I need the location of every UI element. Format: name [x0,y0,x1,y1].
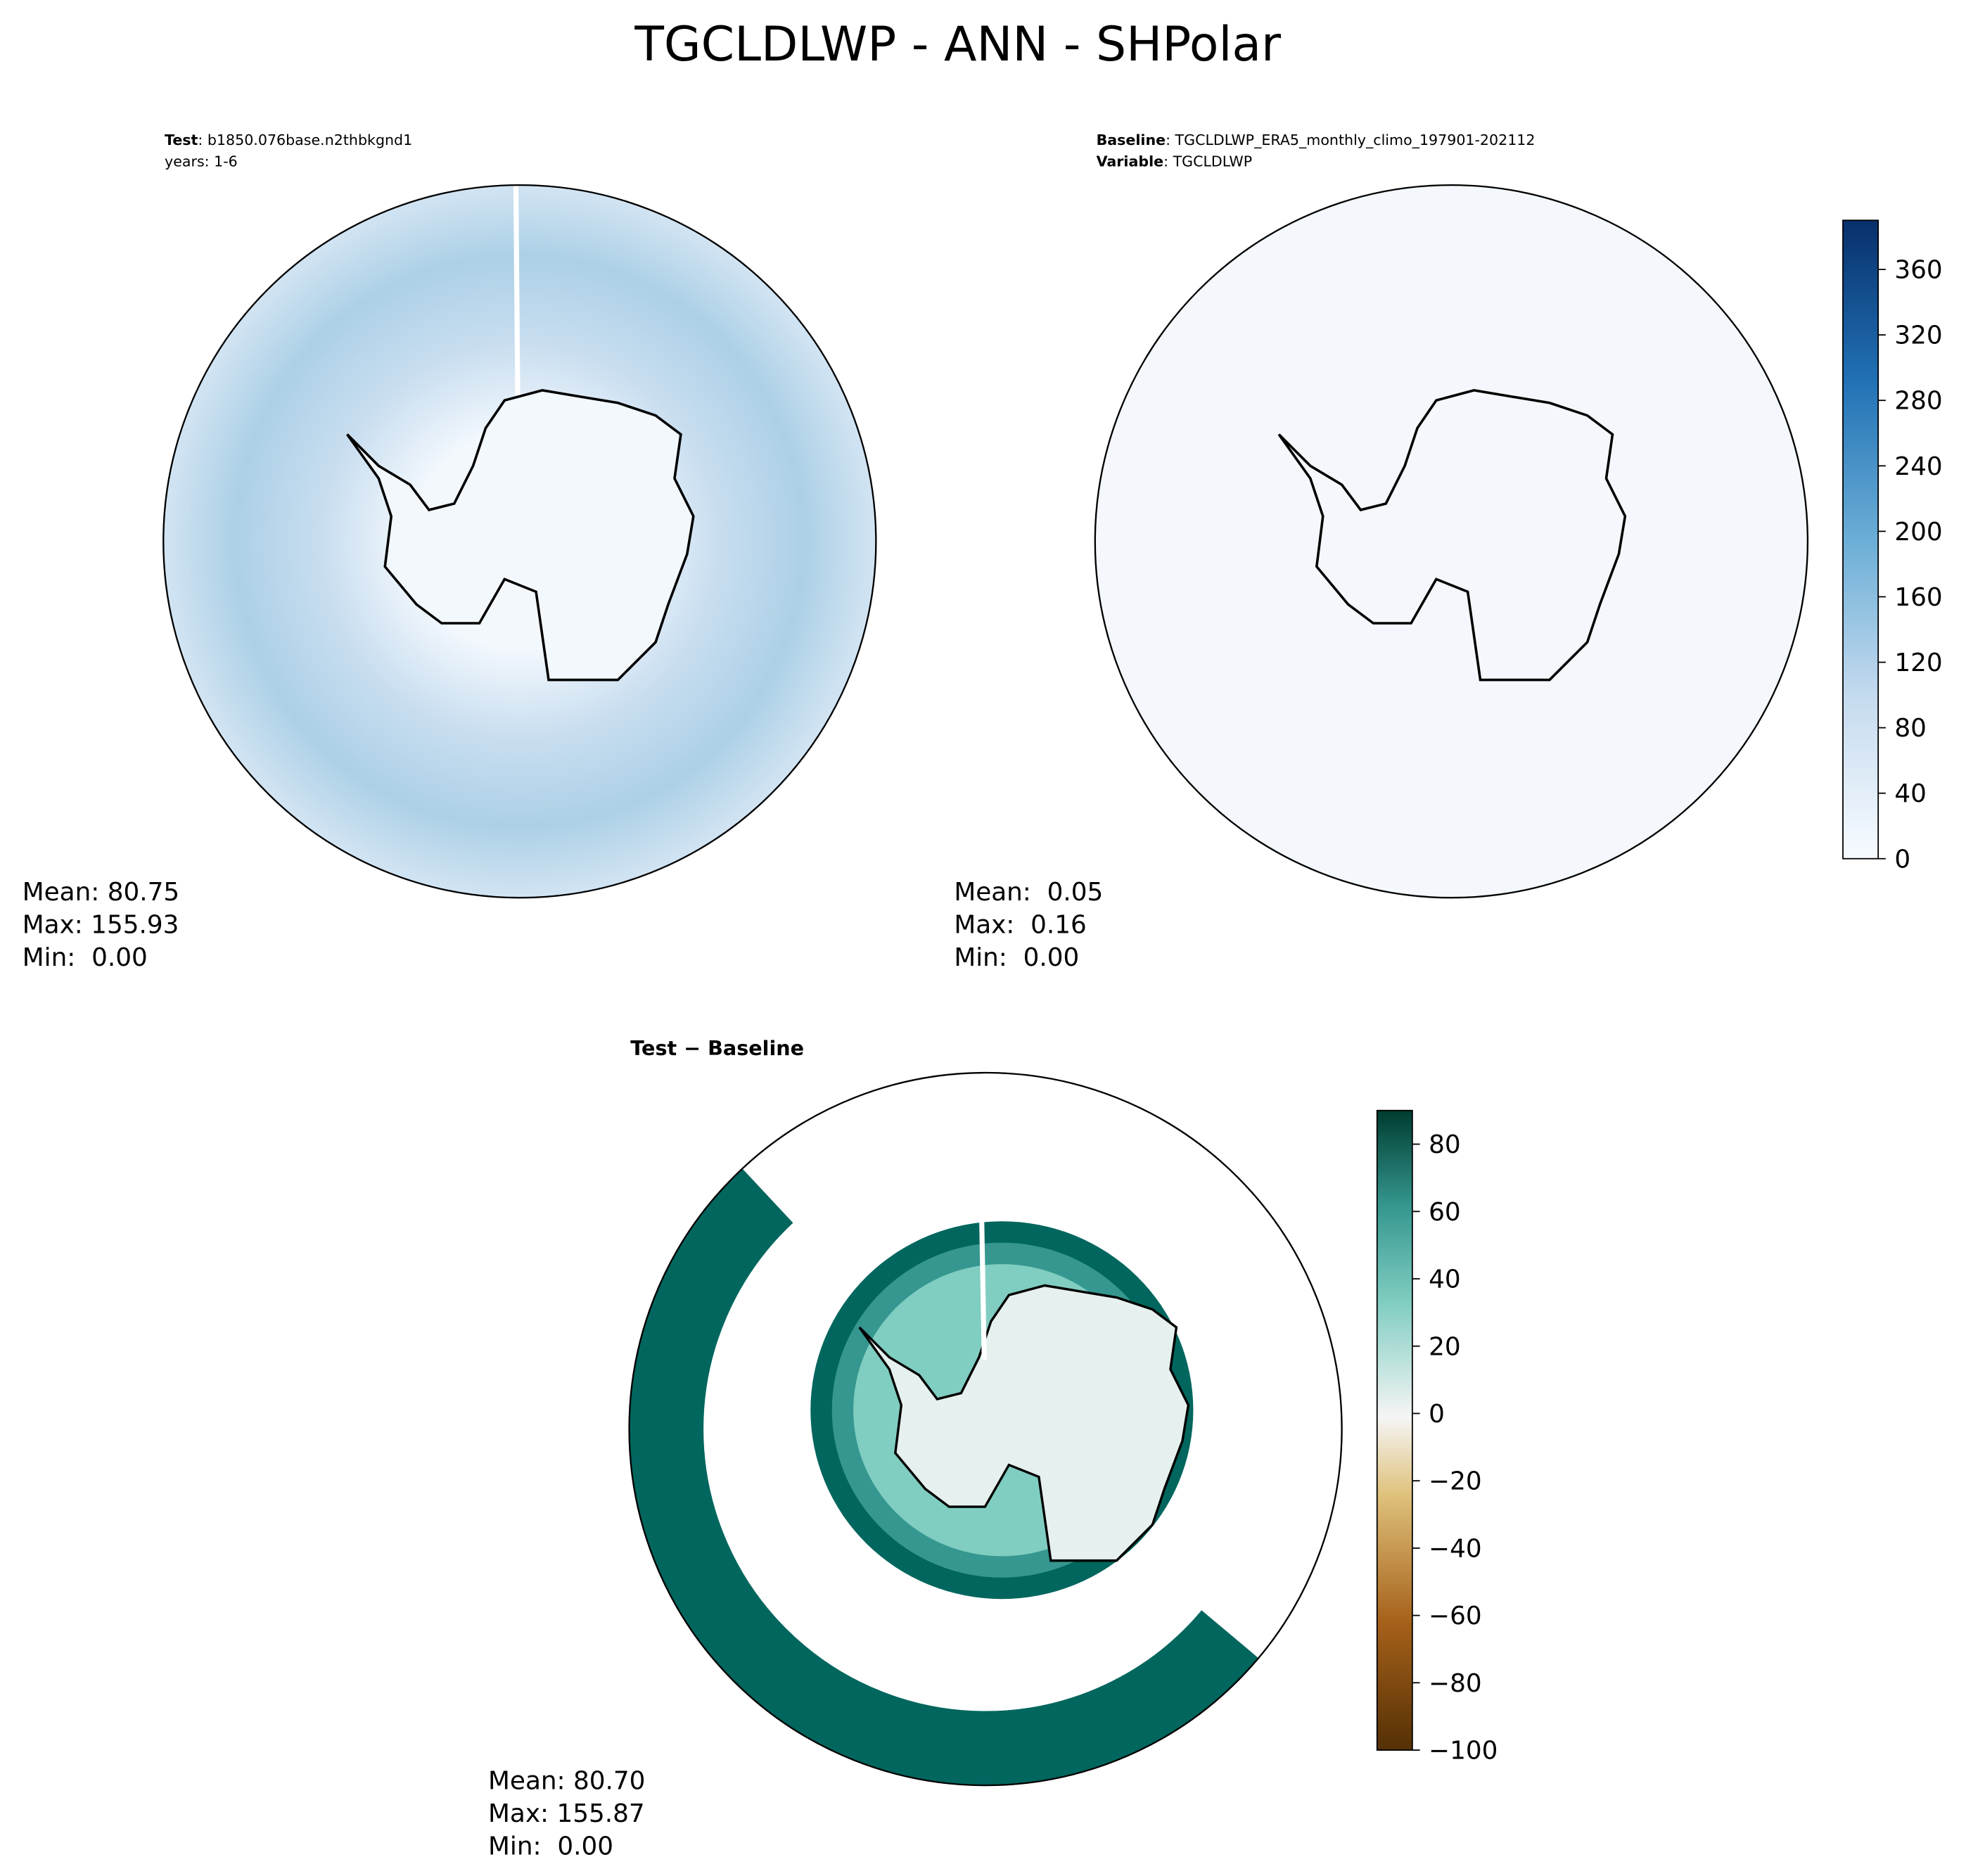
stat-text: Min: 0.00 [954,943,1079,972]
header-label: Test [165,132,198,148]
header-value: years: 1-6 [165,153,238,170]
header-value: : TGCLDLWP [1163,153,1252,170]
colorbar-tick-label: −20 [1429,1467,1482,1496]
stat-text: Mean: 80.75 [23,878,179,907]
colorbar-tick-label: 60 [1429,1198,1461,1227]
colorbar-tick-label: 80 [1894,714,1927,743]
stat-text: Mean: 0.05 [954,878,1103,907]
colorbar-tick-label: 360 [1894,256,1942,285]
colorbar-tick-label: −60 [1429,1602,1482,1631]
colorbar-tick-label: 40 [1894,779,1927,808]
stat-text: Max: 0.16 [954,910,1086,939]
colorbar-tick-label: 200 [1894,518,1942,547]
difference-band [629,1073,1342,1786]
panel-header: Test: b1850.076base.n2thbkgnd1 [165,132,412,148]
map-field [629,1073,1342,1786]
colorbar [1376,1109,1413,1751]
colorbar-tick-label: −80 [1429,1669,1482,1698]
stat-text: Mean: 80.70 [488,1766,645,1795]
colorbar-tick-label: 0 [1429,1400,1445,1429]
header-label: Baseline [1097,132,1166,148]
colorbar-tick-label: 20 [1429,1332,1461,1361]
panel-header: years: 1-6 [165,153,238,170]
colorbar-tick-label: 320 [1894,321,1942,350]
map-border [628,1071,1343,1787]
colorbar-tick-label: 280 [1894,387,1942,416]
stat-text: Min: 0.00 [488,1832,613,1861]
header-value: : TGCLDLWP_ERA5_monthly_climo_197901-202… [1166,132,1535,149]
header-value: : b1850.076base.n2thbkgnd1 [198,132,412,148]
colorbar-tick-label: 0 [1894,845,1910,874]
colorbar-tick-label: 240 [1894,452,1942,481]
map-seam [979,1221,987,1360]
panel-header: Test − Baseline [630,1036,804,1060]
colorbar-tick-label: −40 [1429,1534,1482,1563]
figure-title: TGCLDLWP - ANN - SHPolar [634,17,1281,72]
panel-header: Baseline: TGCLDLWP_ERA5_monthly_climo_19… [1097,132,1536,149]
header-label: Test − Baseline [630,1036,804,1060]
map-border [162,184,877,899]
panel-header: Variable: TGCLDLWP [1097,153,1253,170]
colorbar-tick-label: 40 [1429,1265,1461,1294]
header-label: Variable [1097,153,1164,170]
map-field [1094,185,1808,898]
colorbar [1842,219,1879,860]
stat-text: Min: 0.00 [23,943,148,972]
colorbar-tick-label: 80 [1429,1130,1461,1159]
colorbar-tick-label: 120 [1894,649,1942,677]
stat-text: Max: 155.87 [488,1799,645,1828]
colorbar-tick-label: −100 [1429,1737,1498,1766]
map-border [1094,184,1809,899]
colorbar-tick-label: 160 [1894,583,1942,612]
stat-text: Max: 155.93 [23,910,179,939]
